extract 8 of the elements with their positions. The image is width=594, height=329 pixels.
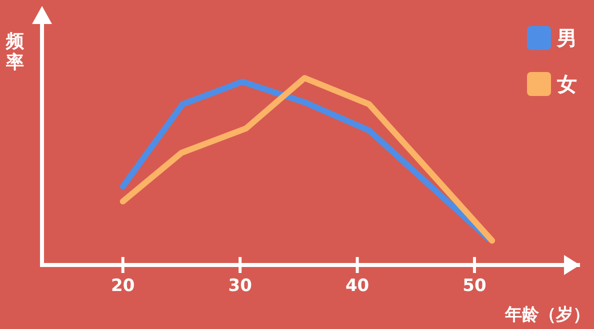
x-tick-label: 40 xyxy=(345,276,370,296)
legend-label: 男 xyxy=(556,26,577,50)
x-tick-label: 50 xyxy=(462,276,486,296)
x-tick-label: 20 xyxy=(111,276,135,296)
x-tick-label: 30 xyxy=(228,276,252,296)
legend-label: 女 xyxy=(556,72,577,96)
x-axis-title: 年龄（岁） xyxy=(504,305,590,325)
y-axis-title: 频率 xyxy=(5,31,25,73)
